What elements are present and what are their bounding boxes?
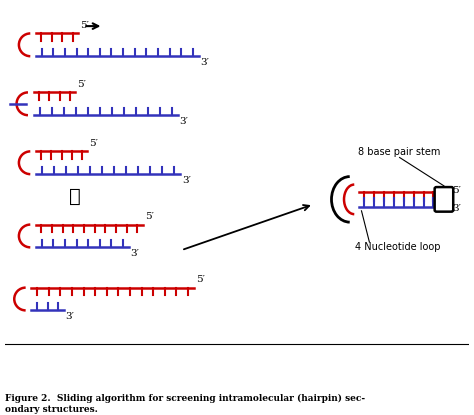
Text: 3′: 3′ [201,58,210,67]
Text: Figure 2.  Sliding algorithm for screening intramolecular (hairpin) sec-
ondary : Figure 2. Sliding algorithm for screenin… [5,394,365,414]
Text: 3′: 3′ [452,204,461,213]
Text: 5′: 5′ [145,212,154,221]
Text: 3′: 3′ [180,117,189,126]
Text: 5′: 5′ [452,186,461,195]
Text: 3′: 3′ [131,249,140,259]
Text: 5′: 5′ [196,276,205,284]
Text: 3′: 3′ [66,312,75,322]
Text: 5′: 5′ [80,21,89,30]
FancyBboxPatch shape [435,187,453,212]
Text: ⋮: ⋮ [69,188,80,206]
Text: 5′: 5′ [89,139,98,148]
Text: 5′: 5′ [77,80,86,89]
Text: 3′: 3′ [182,176,191,185]
Text: 4 Nucleotide loop: 4 Nucleotide loop [356,242,441,252]
Text: 8 base pair stem: 8 base pair stem [358,146,441,156]
Text: The algorithm allows for the presence of 4 and 5 base
loops when screening. A mi: The algorithm allows for the presence of… [5,394,334,415]
